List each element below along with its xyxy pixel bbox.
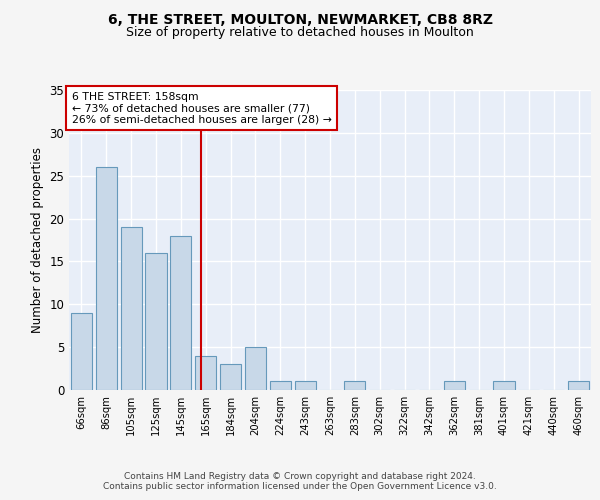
Bar: [568, 382, 589, 390]
Text: Contains HM Land Registry data © Crown copyright and database right 2024.: Contains HM Land Registry data © Crown c…: [124, 472, 476, 481]
Text: Contains public sector information licensed under the Open Government Licence v3: Contains public sector information licen…: [103, 482, 497, 491]
Bar: [71, 313, 92, 390]
Bar: [270, 382, 291, 390]
Bar: [145, 253, 167, 390]
Bar: [444, 382, 465, 390]
Bar: [170, 236, 191, 390]
Bar: [295, 382, 316, 390]
Text: Size of property relative to detached houses in Moulton: Size of property relative to detached ho…: [126, 26, 474, 39]
Y-axis label: Number of detached properties: Number of detached properties: [31, 147, 44, 333]
Bar: [195, 356, 216, 390]
Bar: [96, 167, 117, 390]
Bar: [245, 347, 266, 390]
Text: 6 THE STREET: 158sqm
← 73% of detached houses are smaller (77)
26% of semi-detac: 6 THE STREET: 158sqm ← 73% of detached h…: [71, 92, 331, 124]
Text: 6, THE STREET, MOULTON, NEWMARKET, CB8 8RZ: 6, THE STREET, MOULTON, NEWMARKET, CB8 8…: [107, 12, 493, 26]
Bar: [344, 382, 365, 390]
Bar: [220, 364, 241, 390]
Bar: [121, 227, 142, 390]
Bar: [493, 382, 515, 390]
